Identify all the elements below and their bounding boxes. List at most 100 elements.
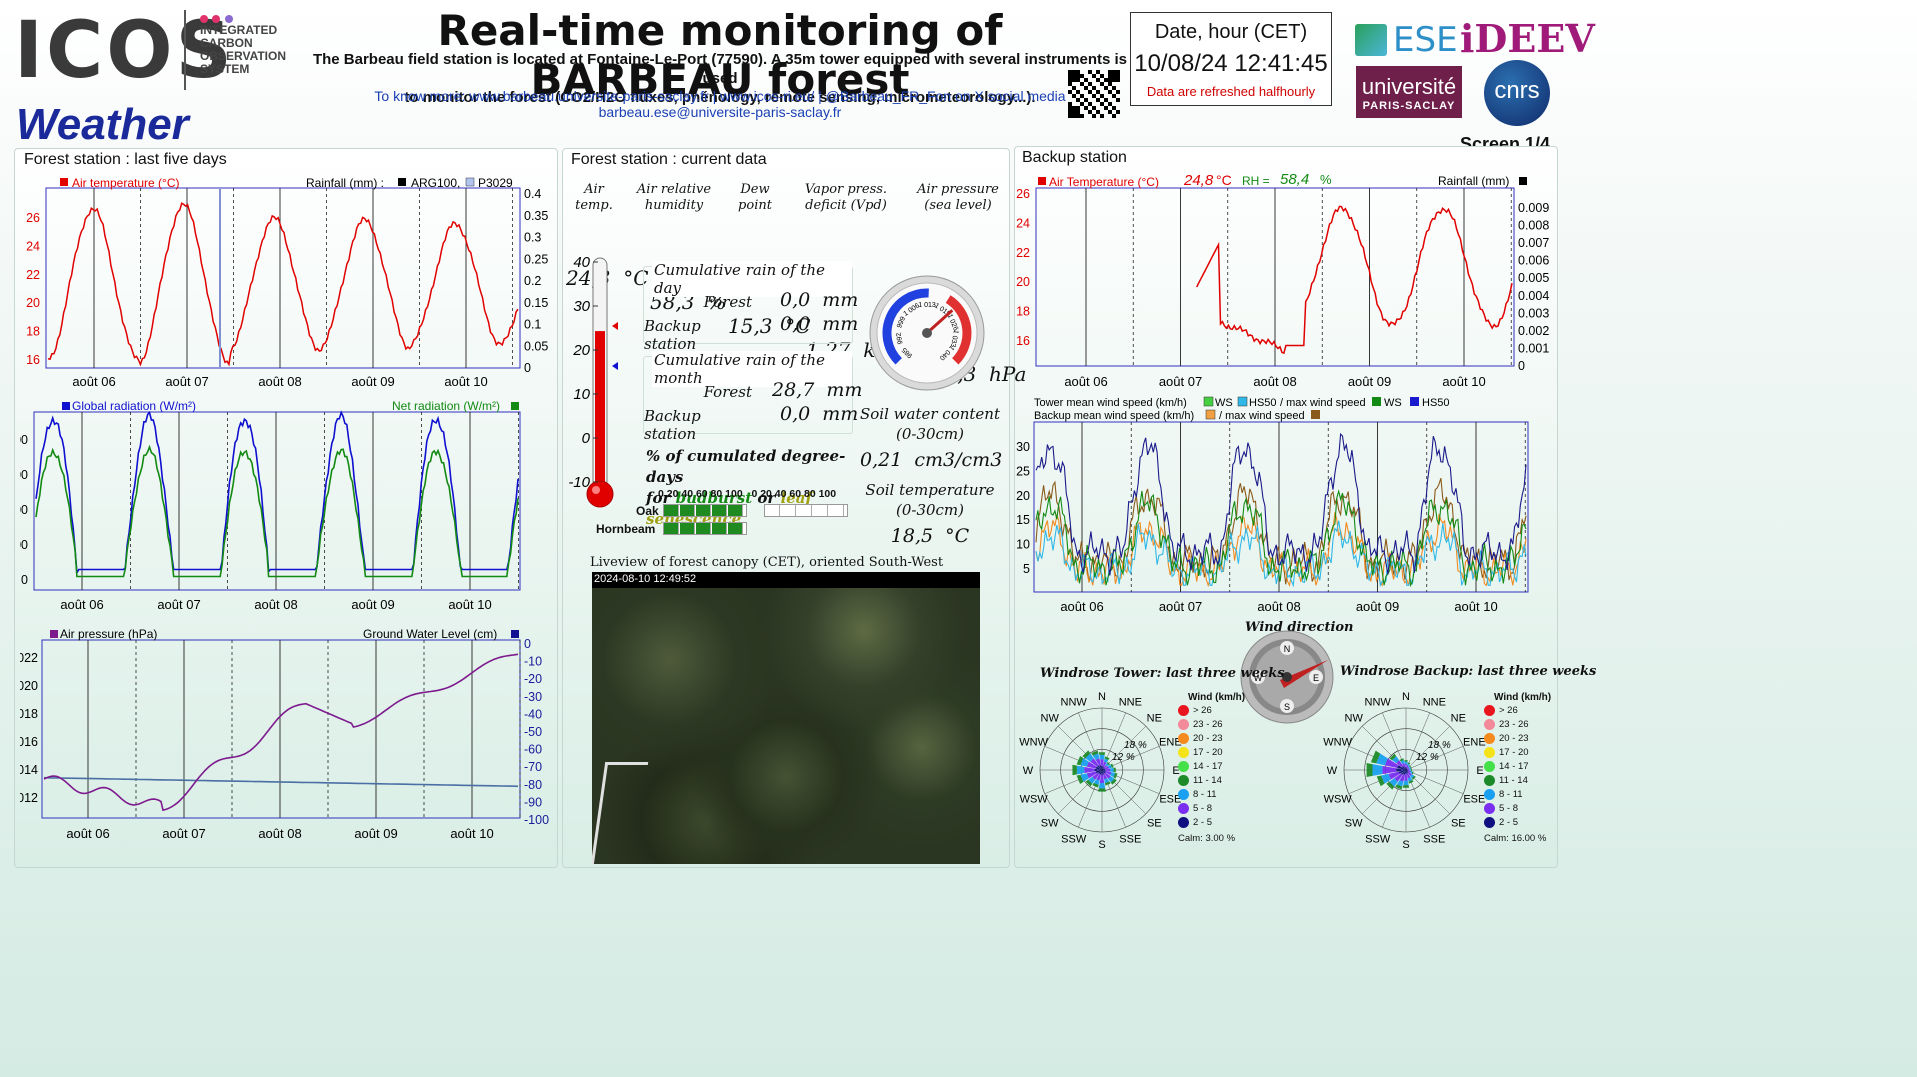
wind-legend-item: 8 - 11 — [1484, 787, 1554, 801]
qr-module — [1104, 78, 1108, 82]
qr-module — [1096, 98, 1100, 102]
camera-timestamp: 2024-08-10 12:49:52 — [594, 573, 697, 585]
rose-ring-label: 12 % — [1112, 752, 1135, 763]
air-temperature-chart: 26 24 22 20 18 16 0.4 0.35 0.3 0.25 0.2 0.15 0.1 0.0… — [20, 172, 560, 394]
contact-email[interactable]: barbeau.ese@universite-paris-saclay.fr — [598, 104, 842, 120]
wind-class-label: 2 - 5 — [1499, 816, 1519, 828]
rose-petal — [1105, 768, 1111, 772]
rain-of-month-box: Cumulative rain of the month Forest 28,7… — [643, 351, 863, 443]
progress-cell — [696, 523, 711, 534]
qr-module — [1068, 90, 1072, 94]
rose-petal — [1405, 767, 1407, 770]
x-tick: août 09 — [351, 374, 394, 389]
svg-text:N: N — [1284, 644, 1291, 654]
qr-module — [1068, 106, 1072, 110]
qr-module — [1080, 102, 1084, 106]
y-tick: 0 — [524, 637, 531, 651]
rose-direction: NNE — [1423, 697, 1446, 709]
qr-module — [1100, 74, 1104, 78]
rose-direction: ENE — [1463, 737, 1486, 749]
rose-petal — [1405, 770, 1407, 775]
rose-petal — [1395, 784, 1403, 790]
x-tick: août 06 — [1060, 599, 1103, 614]
qr-module — [1072, 110, 1076, 114]
rose-petal — [1398, 770, 1406, 775]
rose-spoke — [1405, 712, 1430, 771]
y-tick: 26 — [26, 211, 40, 225]
qr-module — [1108, 74, 1112, 78]
thermo-tick: 40 — [573, 254, 590, 271]
calm-percentage: Calm: 3.00 % — [1178, 833, 1236, 844]
y-tick: -80 — [524, 778, 542, 792]
y-tick: 0.003 — [1518, 306, 1549, 320]
y-tick: 0.05 — [524, 339, 548, 353]
rose-petal — [1091, 750, 1099, 756]
svg-text:S: S — [1284, 702, 1290, 712]
wind-class-swatch — [1178, 774, 1189, 786]
rose-direction: ENE — [1159, 737, 1182, 749]
y-tick: 0.2 — [524, 274, 541, 288]
svg-text:%: % — [1320, 172, 1332, 187]
rose-petal — [1113, 767, 1116, 773]
wind-class-swatch — [1484, 802, 1495, 814]
rose-petal — [1400, 760, 1405, 764]
rose-petal — [1092, 782, 1099, 788]
wind-direction-needle — [1280, 660, 1328, 688]
qr-module — [1092, 114, 1096, 118]
rose-petal — [1406, 770, 1409, 773]
qr-module — [1112, 78, 1116, 82]
y-tick: -70 — [524, 760, 542, 774]
rose-petal — [1104, 781, 1111, 786]
rose-petal — [1407, 762, 1411, 765]
rose-direction: SW — [1041, 817, 1059, 829]
wind-class-swatch — [1178, 704, 1189, 716]
progress-cell — [664, 523, 679, 534]
y-tick: 0.1 — [524, 318, 541, 332]
wind-legend-item: > 26 — [1178, 703, 1248, 717]
rose-petal — [1102, 770, 1105, 774]
wind-class-swatch — [1484, 816, 1495, 828]
wind-legend-item: 14 - 17 — [1178, 759, 1248, 773]
rose-petal — [1098, 788, 1106, 792]
rose-spoke — [1405, 769, 1464, 794]
x-tick: août 07 — [165, 374, 208, 389]
progress-cell — [765, 505, 780, 516]
svg-text:RH =: RH = — [1242, 174, 1270, 188]
rose-petal — [1102, 773, 1108, 780]
rose-petal — [1102, 766, 1104, 770]
rose-petal — [1411, 771, 1414, 775]
date-label: Date, hour (CET) — [1154, 21, 1308, 43]
qr-module — [1096, 90, 1100, 94]
svg-text:HS50: HS50 — [1422, 397, 1450, 409]
rose-petal — [1376, 753, 1388, 766]
rose-petal — [1386, 781, 1395, 790]
rose-petal — [1406, 770, 1408, 774]
wind-class-label: > 26 — [1499, 704, 1518, 716]
panel-title-backup: Backup station — [1022, 149, 1127, 166]
qr-module — [1104, 98, 1108, 102]
rose-direction: N — [1402, 691, 1410, 703]
y-tick: -100 — [524, 813, 549, 827]
wind-legend-item: 14 - 17 — [1484, 759, 1554, 773]
wind-class-swatch — [1484, 704, 1495, 716]
degree-days-scale: 0 20 40 60 80 100 0 20 40 60 80 100 — [658, 488, 837, 500]
gauge-tick: 992 — [895, 332, 904, 345]
qr-module — [1088, 90, 1092, 94]
rose-direction: S — [1402, 839, 1409, 850]
rose-petal — [1080, 773, 1089, 782]
rose-petal — [1403, 780, 1409, 786]
y-tick: 0.008 — [1518, 219, 1549, 233]
rose-petal — [1097, 770, 1102, 775]
rose-petal — [1401, 770, 1406, 775]
panel-title-forest-current: Forest station : current data — [571, 151, 767, 168]
qr-module — [1088, 102, 1092, 106]
y-tick: -30 — [524, 690, 542, 704]
y-tick: 25 — [1016, 464, 1030, 478]
rose-petal — [1110, 763, 1114, 768]
wind-class-label: 20 - 23 — [1499, 732, 1529, 744]
rose-direction: ESE — [1159, 793, 1181, 805]
rose-petal — [1410, 771, 1413, 774]
rose-petal — [1396, 780, 1404, 787]
info-links[interactable]: To know more: www.barbeau.universite-par… — [374, 88, 1066, 104]
wind-legend-item: 23 - 26 — [1178, 717, 1248, 731]
